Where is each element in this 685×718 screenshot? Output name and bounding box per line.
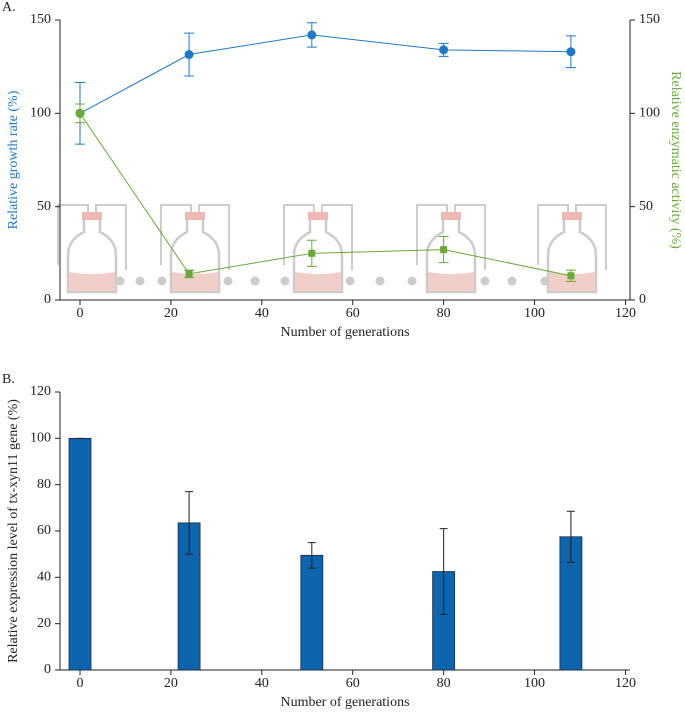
x-tick-label: 0 (77, 676, 84, 691)
point (308, 249, 316, 257)
dot (250, 276, 260, 286)
dot (480, 276, 490, 286)
y2-tick-label: 50 (639, 199, 653, 214)
y-tick-label: 0 (44, 662, 51, 677)
tube (283, 204, 353, 270)
point (439, 45, 449, 55)
y2-tick-label: 100 (639, 106, 660, 121)
x-tick-label: 40 (255, 306, 269, 321)
point (567, 272, 575, 280)
y-tick-label: 80 (37, 477, 51, 492)
medium (295, 272, 341, 291)
point (566, 47, 576, 57)
x-tick-label: 60 (346, 676, 360, 691)
x-tick-label: 20 (164, 306, 178, 321)
x-axis-label: Number of generations (280, 695, 409, 710)
tube (416, 204, 486, 270)
error-bar (439, 528, 448, 615)
error-bar (185, 491, 194, 555)
y2-tick-label: 0 (639, 292, 646, 307)
y-tick-label: 120 (30, 384, 51, 399)
y-tick-label: 150 (30, 12, 51, 27)
y-tick-label: 0 (44, 292, 51, 307)
x-axis-label: Number of generations (280, 325, 409, 340)
y-tick-label: 100 (30, 431, 51, 446)
x-tick-label: 80 (437, 306, 451, 321)
error-bar (566, 510, 575, 563)
dot (345, 276, 355, 286)
dot (280, 276, 290, 286)
x-tick-label: 60 (346, 306, 360, 321)
point (75, 108, 85, 118)
x-tick-label: 100 (524, 676, 545, 691)
y-tick-label: 60 (37, 523, 51, 538)
tube (57, 204, 127, 270)
series-line (79, 34, 571, 114)
y-axis-label: Relative growth rate (%) (6, 90, 21, 229)
bar (300, 554, 324, 671)
x-tick-label: 20 (164, 676, 178, 691)
medium (172, 272, 218, 291)
error-bar-line (185, 491, 194, 555)
error-bar-line (566, 510, 575, 563)
error-bar-line (307, 542, 316, 569)
dot (375, 276, 385, 286)
x-tick-label: 100 (524, 306, 545, 321)
dot (115, 276, 125, 286)
y-tick-label: 50 (37, 199, 51, 214)
error-bar-line (439, 528, 448, 615)
y2-axis-label: Relative enzymatic activity (%) (668, 71, 683, 249)
y-tick-label: 20 (37, 616, 51, 631)
cap (441, 212, 461, 220)
tube (537, 204, 607, 270)
y-tick-label: 40 (37, 570, 51, 585)
x-tick-label: 80 (437, 676, 451, 691)
point (184, 50, 194, 60)
medium (69, 272, 115, 291)
x-tick-label: 40 (255, 676, 269, 691)
point (440, 246, 448, 254)
x-tick-label: 0 (77, 306, 84, 321)
dot (135, 276, 145, 286)
cap (185, 212, 205, 220)
bar (68, 437, 92, 671)
illustration (57, 204, 607, 294)
panel-label: A. (2, 0, 16, 15)
x-tick-label: 120 (615, 676, 636, 691)
cap (308, 212, 328, 220)
cap (82, 212, 102, 220)
x-tick-label: 120 (615, 306, 636, 321)
tube (160, 204, 230, 270)
dot (223, 276, 233, 286)
dot (407, 276, 417, 286)
y2-tick-label: 150 (639, 12, 660, 27)
y-axis-label: Relative expression level of tx-xyn11 ge… (6, 399, 21, 663)
point (185, 270, 193, 278)
dot (507, 276, 517, 286)
medium (428, 272, 474, 291)
point (307, 30, 317, 40)
y-tick-label: 100 (30, 106, 51, 121)
dot (540, 276, 550, 286)
cap (562, 212, 582, 220)
panel-label: B. (2, 372, 15, 387)
dot (157, 276, 167, 286)
error-bar (307, 542, 316, 569)
